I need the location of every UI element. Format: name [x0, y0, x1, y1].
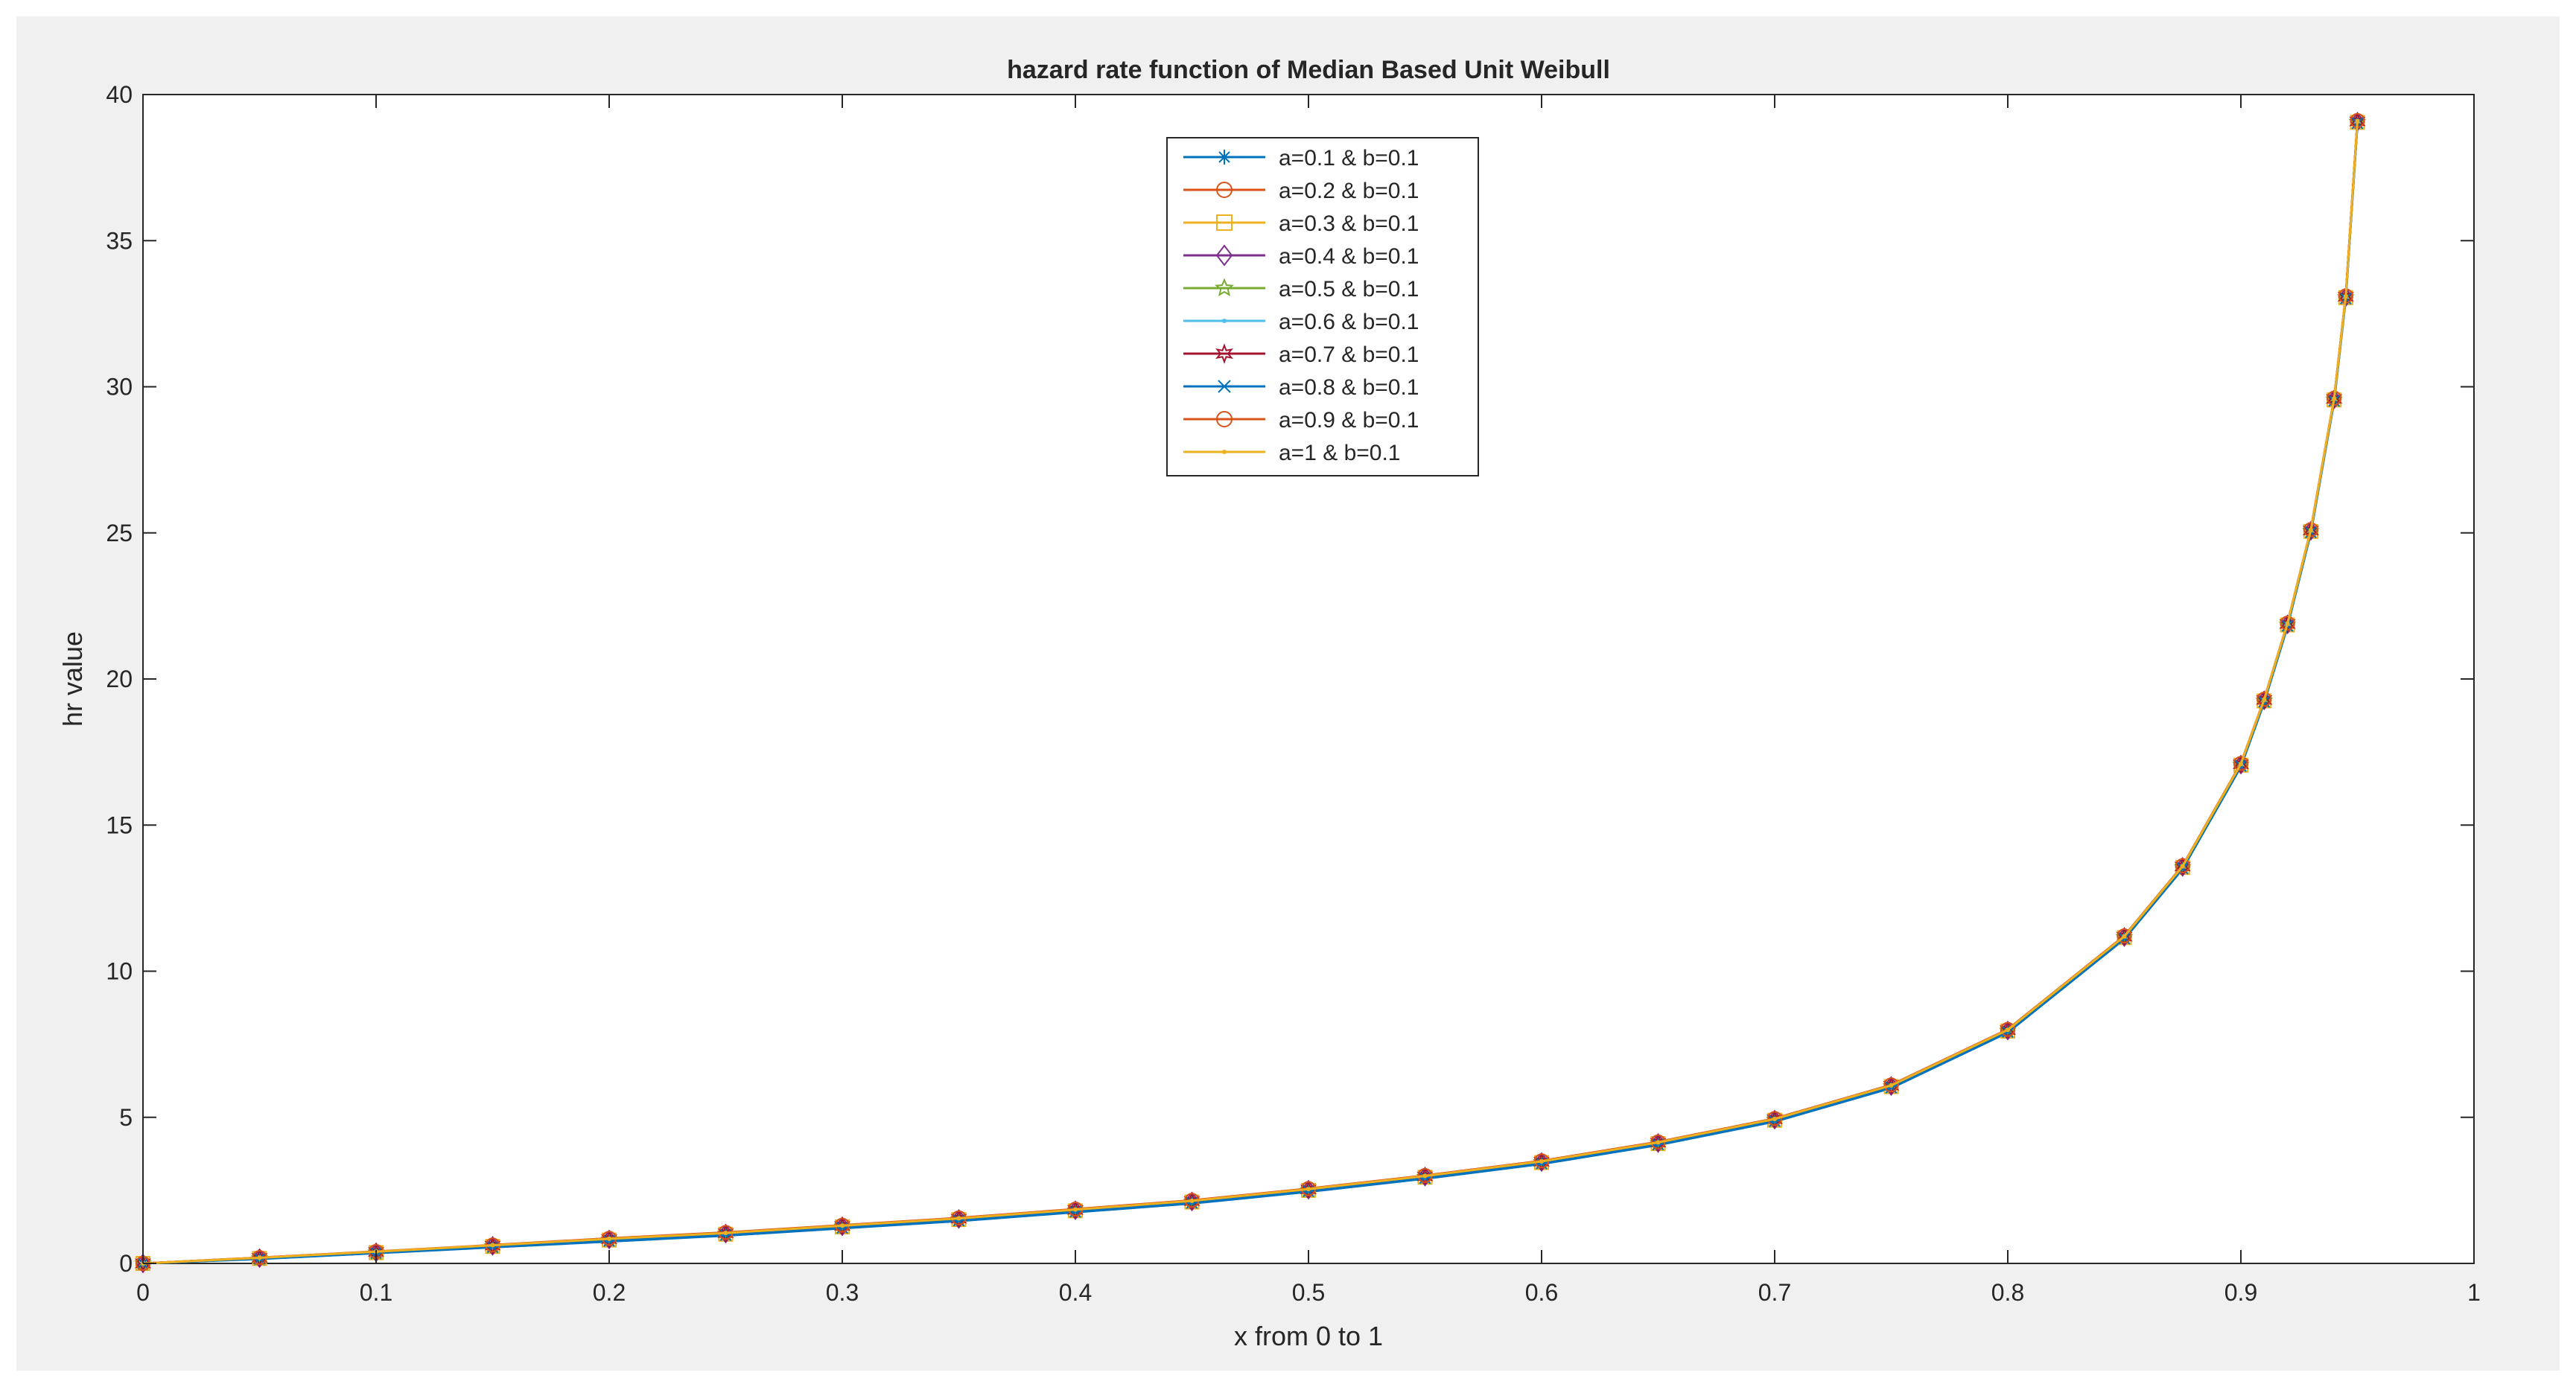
data-point [2000, 1021, 2015, 1037]
tick-layer: 0 0.1 0.2 0.3 0.4 0.5 0.6 0.7 0.8 0.9 105101520253… [106, 81, 2480, 1306]
legend-label: a=0.3 & b=0.1 [1279, 211, 1419, 236]
x-tick-label: 0.3 [826, 1279, 859, 1306]
y-tick-label: 35 [106, 227, 133, 254]
legend-label: a=0.7 & b=0.1 [1279, 342, 1419, 367]
data-point [2355, 118, 2360, 124]
x-tick-label: 0.9 [2224, 1279, 2257, 1306]
data-point [1889, 1083, 1894, 1088]
data-point [1216, 411, 1233, 427]
y-axis-label: hr value [57, 631, 88, 727]
x-tick-label: 0.5 [1292, 1279, 1325, 1306]
figure-window: 0 0.1 0.2 0.3 0.4 0.5 0.6 0.7 0.8 0.9 1 0 5 10 15 20 25 3… [16, 16, 2560, 1371]
data-point [1215, 278, 1234, 296]
data-point [1222, 450, 1227, 454]
legend-item: a=0.2 & b=0.1 [1183, 179, 1419, 203]
x-tick-label: 1 [2467, 1279, 2481, 1306]
legend-label: a=0.4 & b=0.1 [1279, 244, 1419, 269]
y-tick-label: 30 [106, 374, 133, 401]
legend-item: a=0.9 & b=0.1 [1183, 408, 1419, 433]
legend-item: a=0.7 & b=0.1 [1183, 342, 1419, 367]
data-point [1767, 1111, 1782, 1126]
data-point [2239, 762, 2243, 767]
data-point [1217, 150, 1232, 165]
legend-label: a=0.1 & b=0.1 [1279, 146, 1419, 170]
data-point [1539, 1159, 1544, 1164]
data-point [1189, 1199, 1195, 1204]
y-tick-label: 10 [106, 958, 133, 985]
data-point [2280, 616, 2295, 631]
legend-item: a=1 & b=0.1 [1183, 441, 1400, 465]
data-point [2257, 692, 2272, 707]
legend-label: a=0.9 & b=0.1 [1279, 408, 1419, 433]
data-point [2175, 858, 2190, 873]
legend-item: a=0.5 & b=0.1 [1183, 277, 1419, 302]
legend-item: a=0.1 & b=0.1 [1183, 146, 1419, 170]
legend-item: a=0.3 & b=0.1 [1183, 211, 1419, 236]
data-point [2343, 294, 2348, 299]
legend-label: a=0.5 & b=0.1 [1279, 277, 1419, 302]
data-point [2285, 621, 2290, 626]
data-point [607, 1237, 611, 1242]
x-tick-label: 0 [136, 1279, 150, 1306]
data-point [2332, 396, 2337, 401]
legend-label: a=1 & b=0.1 [1279, 441, 1400, 465]
data-point [2308, 528, 2313, 533]
data-point [1073, 1207, 1078, 1212]
legend-label: a=0.2 & b=0.1 [1279, 179, 1419, 203]
x-tick-label: 0.1 [360, 1279, 392, 1306]
y-tick-label: 15 [106, 812, 133, 838]
data-point [840, 1223, 845, 1228]
data-point [1216, 214, 1233, 231]
legend: a=0.1 & b=0.1 a=0.2 & b=0.1 a=0.3 & b=0.1 a… [1166, 137, 1479, 476]
x-tick-label: 0.2 [593, 1279, 626, 1306]
data-point [490, 1243, 495, 1248]
legend-item: a=0.6 & b=0.1 [1183, 310, 1419, 334]
legend-label: a=0.8 & b=0.1 [1279, 375, 1419, 400]
x-tick-label: 0.6 [1525, 1279, 1558, 1306]
y-tick-label: 5 [119, 1104, 133, 1131]
data-point [2006, 1027, 2010, 1033]
y-tick-label: 40 [106, 81, 133, 108]
y-tick-label: 20 [106, 666, 133, 692]
data-point [956, 1216, 961, 1221]
x-axis-label: x from 0 to 1 [1234, 1321, 1383, 1351]
data-point [1422, 1173, 1428, 1179]
data-point [1656, 1140, 1661, 1145]
data-point [1306, 1187, 1311, 1192]
legend-item: a=0.8 & b=0.1 [1183, 375, 1419, 400]
data-point [723, 1231, 728, 1236]
data-point [2122, 934, 2127, 939]
data-point [2262, 697, 2267, 702]
data-point [2233, 756, 2248, 771]
data-point [257, 1255, 262, 1260]
chart-title: hazard rate function of Median Based Uni… [1007, 56, 1610, 84]
data-point [1772, 1117, 1777, 1122]
data-point [1222, 319, 1227, 323]
y-tick-label: 0 [119, 1250, 133, 1277]
series-line [142, 121, 2359, 1265]
data-point [2180, 864, 2185, 869]
data-point [1215, 244, 1233, 267]
series-10 [141, 118, 2360, 1266]
data-point [1883, 1077, 1899, 1093]
legend-item: a=0.4 & b=0.1 [1183, 244, 1419, 269]
data-point [1215, 343, 1233, 364]
x-tick-label: 0.7 [1758, 1279, 1791, 1306]
y-tick-label: 25 [106, 520, 133, 546]
chart-svg: 0 0.1 0.2 0.3 0.4 0.5 0.6 0.7 0.8 0.9 105101520253… [57, 56, 2481, 1351]
series-layer [134, 112, 2367, 1274]
data-point [2117, 928, 2132, 944]
data-point [1216, 182, 1233, 198]
data-point [1218, 380, 1231, 393]
x-tick-label: 0.4 [1059, 1279, 1092, 1306]
legend-label: a=0.6 & b=0.1 [1279, 310, 1419, 334]
x-tick-label: 0.8 [1991, 1279, 2024, 1306]
data-point [2303, 522, 2318, 538]
